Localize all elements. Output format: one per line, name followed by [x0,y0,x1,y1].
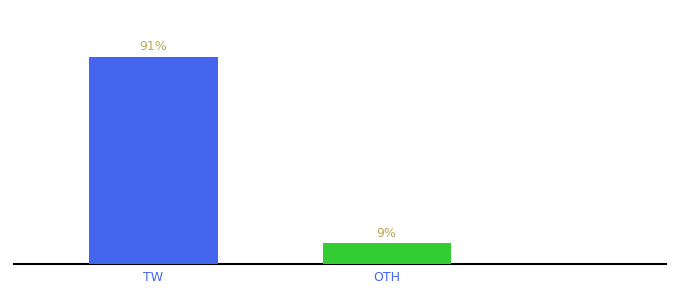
Text: 9%: 9% [377,227,396,240]
Bar [89,56,218,264]
Bar [322,244,451,264]
Text: 91%: 91% [139,40,167,53]
